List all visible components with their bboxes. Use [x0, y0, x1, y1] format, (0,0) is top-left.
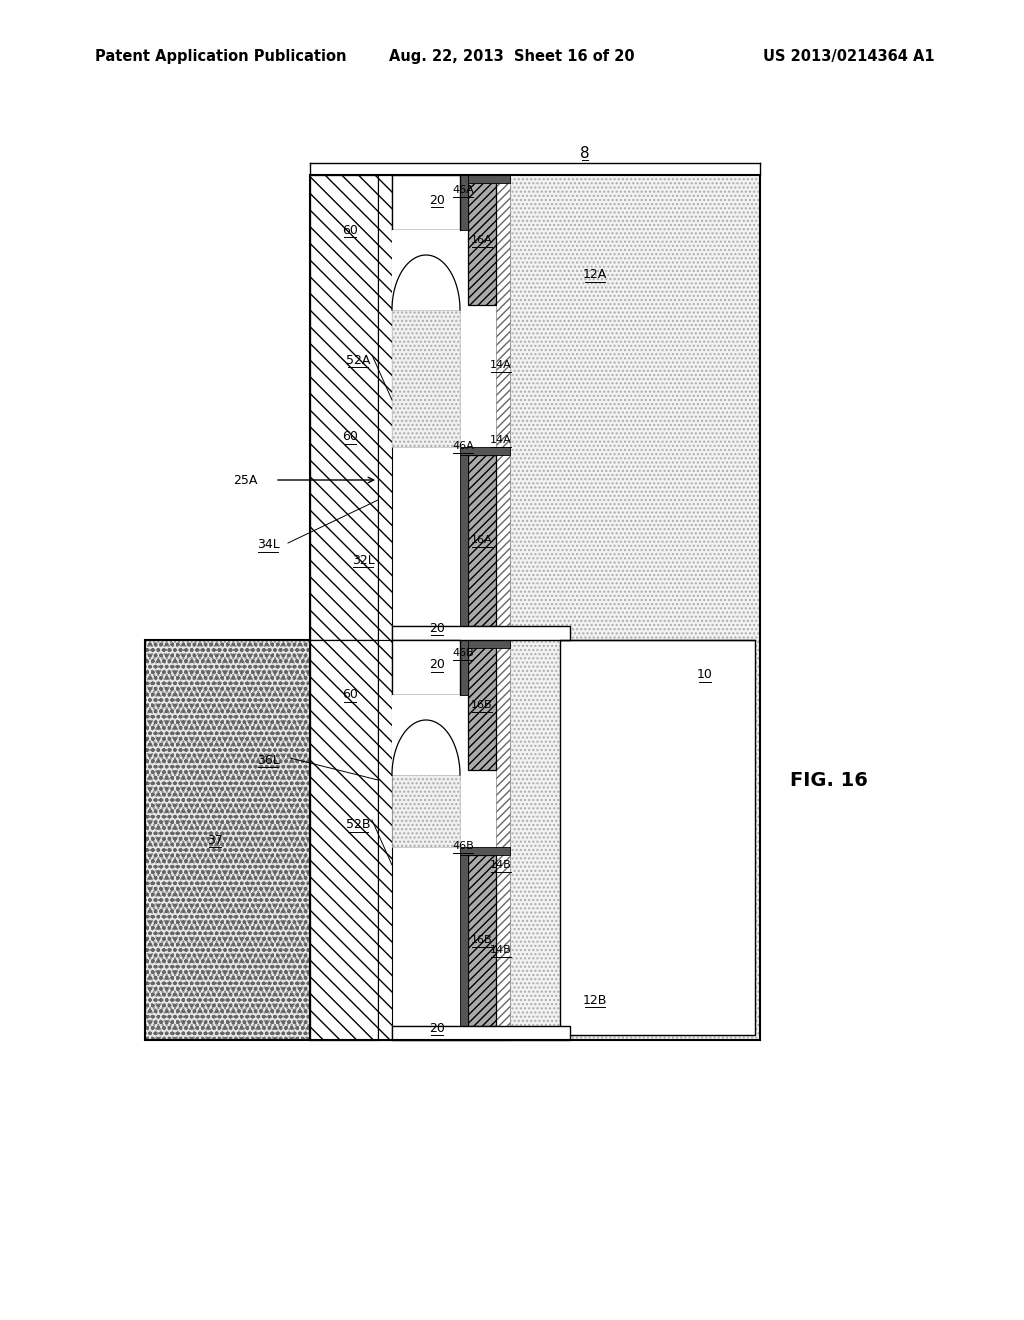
Polygon shape: [392, 249, 460, 310]
Bar: [392, 626, 510, 640]
Text: 8: 8: [581, 145, 590, 161]
Text: 14B: 14B: [490, 945, 512, 954]
Bar: [460, 447, 510, 455]
Text: 14A: 14A: [490, 436, 512, 445]
Bar: [310, 640, 378, 1040]
Bar: [496, 640, 510, 1026]
Text: 12A: 12A: [583, 268, 607, 281]
Text: 20: 20: [429, 194, 445, 206]
Bar: [460, 455, 468, 626]
Text: 16B: 16B: [471, 935, 493, 945]
Bar: [392, 310, 460, 447]
Text: FIG. 16: FIG. 16: [790, 771, 868, 789]
Bar: [468, 176, 496, 305]
Text: 10: 10: [697, 668, 713, 681]
Bar: [392, 1026, 570, 1040]
Text: 16A: 16A: [471, 235, 493, 246]
Bar: [560, 640, 755, 1035]
Text: 16A: 16A: [471, 535, 493, 545]
Text: 32L: 32L: [351, 553, 375, 566]
Polygon shape: [392, 715, 460, 775]
Text: 46B: 46B: [453, 841, 474, 851]
Text: 34L: 34L: [257, 539, 280, 552]
Bar: [510, 176, 760, 1040]
Text: 52B: 52B: [346, 818, 371, 832]
Text: Patent Application Publication: Patent Application Publication: [95, 49, 346, 65]
Bar: [310, 176, 378, 640]
Bar: [392, 626, 570, 640]
Bar: [392, 176, 460, 230]
Text: 20: 20: [429, 622, 445, 635]
Bar: [378, 640, 392, 1040]
Bar: [496, 176, 510, 626]
Bar: [460, 176, 468, 230]
Text: 37: 37: [207, 833, 223, 846]
Text: 20: 20: [429, 1022, 445, 1035]
Bar: [460, 847, 510, 855]
Text: 46A: 46A: [453, 185, 474, 195]
Bar: [392, 1026, 510, 1040]
Bar: [392, 640, 460, 696]
Bar: [378, 176, 392, 640]
Bar: [392, 230, 460, 447]
Text: 60: 60: [342, 689, 358, 701]
Bar: [460, 855, 468, 1026]
Text: 60: 60: [342, 223, 358, 236]
Text: 52A: 52A: [346, 354, 371, 367]
Bar: [468, 640, 496, 770]
Text: Aug. 22, 2013  Sheet 16 of 20: Aug. 22, 2013 Sheet 16 of 20: [389, 49, 635, 65]
Text: 14B: 14B: [490, 861, 512, 870]
Bar: [392, 696, 460, 775]
Bar: [460, 176, 510, 183]
Text: 16B: 16B: [471, 700, 493, 710]
Text: 46A: 46A: [453, 441, 474, 451]
Text: 12B: 12B: [583, 994, 607, 1006]
Bar: [468, 455, 496, 626]
Text: 46B: 46B: [453, 648, 474, 657]
Text: 60: 60: [342, 430, 358, 444]
Bar: [145, 640, 310, 1040]
Bar: [145, 640, 310, 1040]
Bar: [392, 230, 460, 310]
Text: US 2013/0214364 A1: US 2013/0214364 A1: [763, 49, 935, 65]
Bar: [468, 855, 496, 1026]
Bar: [460, 640, 510, 648]
Text: 36L: 36L: [257, 754, 280, 767]
Bar: [460, 640, 468, 696]
Text: 14A: 14A: [490, 360, 512, 370]
Text: 25A: 25A: [232, 474, 257, 487]
Text: 20: 20: [429, 659, 445, 672]
Bar: [392, 775, 460, 847]
